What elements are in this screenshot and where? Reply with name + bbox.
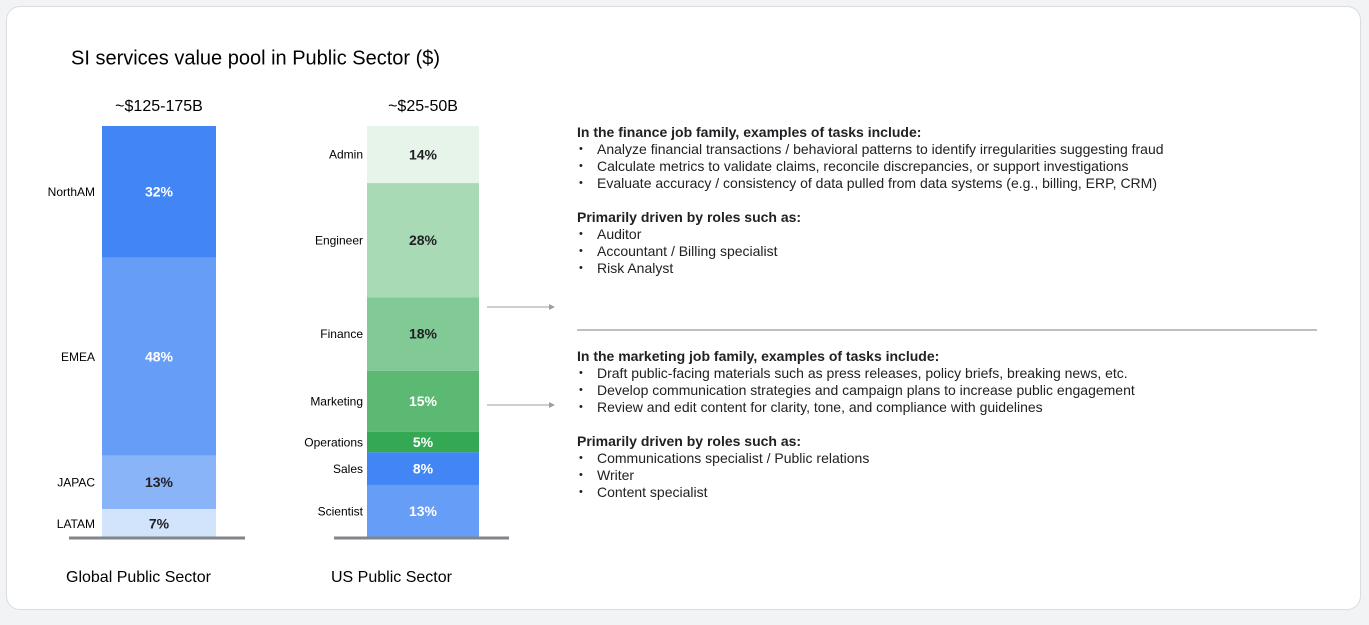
bullet-item: Writer xyxy=(577,467,1337,484)
category-label: Operations xyxy=(304,435,363,449)
bar-segment xyxy=(102,509,216,538)
total-label: ~$125-175B xyxy=(115,98,203,115)
chart-title: SI services value pool in Public Sector … xyxy=(71,47,440,69)
bar-segment xyxy=(367,370,479,432)
category-label: Finance xyxy=(320,327,363,341)
bullet-list: Draft public-facing materials such as pr… xyxy=(577,365,1337,416)
bar-segment xyxy=(367,297,479,371)
x-axis-label: Global Public Sector xyxy=(66,569,212,586)
segment-label: 15% xyxy=(409,393,438,409)
arrow-head xyxy=(549,402,555,408)
total-label: ~$25-50B xyxy=(388,98,458,115)
bar-segment xyxy=(367,431,479,453)
category-label: JAPAC xyxy=(57,476,95,490)
bullet-item: Evaluate accuracy / consistency of data … xyxy=(577,175,1337,192)
bar-segment xyxy=(367,126,479,184)
bar-segment xyxy=(367,484,479,538)
bullet-list: Communications specialist / Public relat… xyxy=(577,450,1337,501)
bullet-item: Accountant / Billing specialist xyxy=(577,243,1337,260)
segment-label: 5% xyxy=(413,434,434,450)
chart: SI services value pool in Public Sector … xyxy=(48,47,1317,586)
heading: Primarily driven by roles such as: xyxy=(577,433,802,449)
card: SI services value pool in Public Sector … xyxy=(6,6,1361,610)
heading: In the finance job family, examples of t… xyxy=(577,124,922,140)
category-label: Marketing xyxy=(310,395,363,409)
bullet-list: AuditorAccountant / Billing specialistRi… xyxy=(577,226,1337,277)
bar-segment xyxy=(367,183,479,298)
bar-segment xyxy=(367,452,479,485)
segment-label: 8% xyxy=(413,460,434,476)
bullet-item: Communications specialist / Public relat… xyxy=(577,450,1337,467)
category-label: Scientist xyxy=(318,505,364,519)
segment-label: 14% xyxy=(409,146,438,162)
segment-label: 18% xyxy=(409,326,438,342)
bullet-list: Analyze financial transactions / behavio… xyxy=(577,141,1337,192)
category-label: Engineer xyxy=(315,233,363,247)
bullet-item: Calculate metrics to validate claims, re… xyxy=(577,158,1337,175)
heading: In the marketing job family, examples of… xyxy=(577,348,940,364)
bar-segment xyxy=(102,257,216,456)
bullet-item: Content specialist xyxy=(577,484,1337,501)
category-label: Admin xyxy=(329,148,363,162)
bar-segment xyxy=(102,455,216,510)
segment-label: 48% xyxy=(145,348,174,364)
bar-segment xyxy=(102,126,216,258)
segment-label: 13% xyxy=(145,474,174,490)
category-label: EMEA xyxy=(61,350,95,364)
x-axis-label: US Public Sector xyxy=(331,569,453,586)
category-label: LATAM xyxy=(57,517,95,531)
segment-label: 7% xyxy=(149,515,170,531)
segment-label: 13% xyxy=(409,503,438,519)
bullet-item: Review and edit content for clarity, ton… xyxy=(577,399,1337,416)
category-label: Sales xyxy=(333,462,363,476)
segment-label: 28% xyxy=(409,232,438,248)
heading: Primarily driven by roles such as: xyxy=(577,209,802,225)
bullet-item: Auditor xyxy=(577,226,1337,243)
bullet-item: Analyze financial transactions / behavio… xyxy=(577,141,1337,158)
category-label: NorthAM xyxy=(48,185,95,199)
finance-panel: In the finance job family, examples of t… xyxy=(577,124,1337,277)
segment-label: 32% xyxy=(145,184,174,200)
bullet-item: Draft public-facing materials such as pr… xyxy=(577,365,1337,382)
marketing-panel: In the marketing job family, examples of… xyxy=(577,348,1337,501)
bullet-item: Develop communication strategies and cam… xyxy=(577,382,1337,399)
bullet-item: Risk Analyst xyxy=(577,260,1337,277)
arrow-head xyxy=(549,304,555,310)
